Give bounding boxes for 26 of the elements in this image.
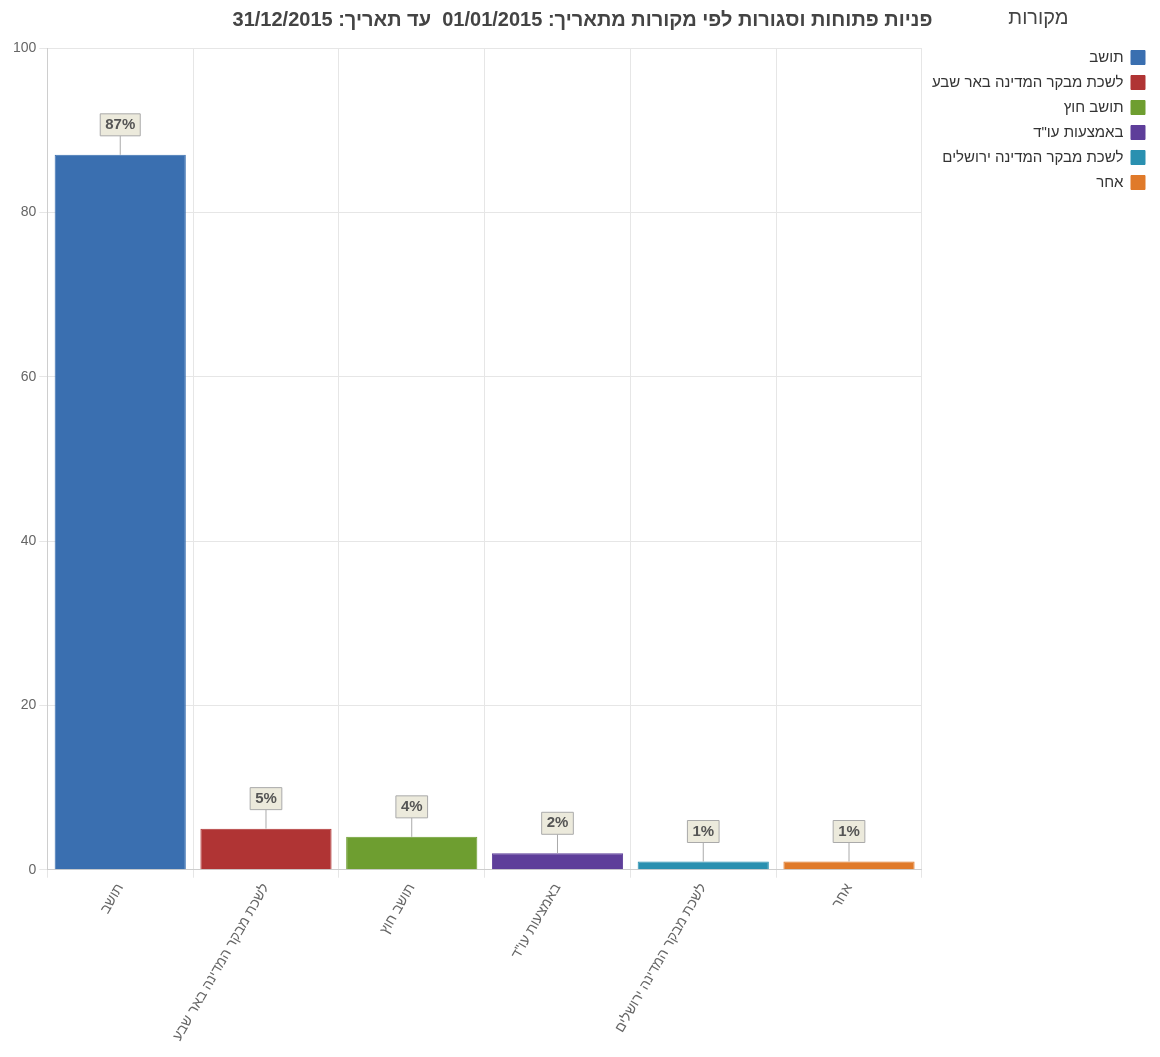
x-tick-label: לשכת מבקר המדינה באר שבע (168, 880, 272, 1044)
y-tick-label: 40 (20, 531, 37, 548)
data-label: 4% (400, 796, 423, 814)
legend-label: באמצעות עו"ד (1033, 122, 1124, 140)
x-tick-label: באמצעות עו"ד (507, 880, 564, 962)
data-label: 2% (546, 813, 569, 831)
data-label: 1% (692, 821, 715, 839)
x-tick-label: לשכת מבקר המדינה ירושלים (610, 880, 710, 1035)
legend-label: תושב (1089, 47, 1124, 65)
data-label: 87% (105, 114, 136, 132)
x-tick-label: תושב (96, 880, 127, 916)
x-tick-label: תושב חוץ (376, 880, 418, 937)
data-label: 1% (838, 821, 860, 839)
y-tick-label: 80 (20, 203, 37, 220)
legend-label: תושב חוץ (1063, 97, 1124, 115)
y-tick-label: 0 (28, 860, 37, 877)
chart-title: פניות פתוחות וסגורות לפי מקורות מתאריך: 01/01/2015 עד תאריך: 31/12/2015 (232, 7, 933, 30)
x-tick-label: אחר (828, 880, 856, 911)
legend-label: אחר (1096, 172, 1125, 190)
legend-label: לשכת מבקר המדינה באר שבע (931, 72, 1124, 90)
y-tick-label: 100 (13, 38, 37, 55)
y-tick-label: 20 (20, 696, 37, 713)
legend-title: מקורות (1008, 5, 1069, 28)
legend-label: לשכת מבקר המדינה ירושלים (942, 147, 1124, 165)
data-label: 5% (255, 788, 277, 806)
y-tick-label: 60 (20, 367, 37, 384)
